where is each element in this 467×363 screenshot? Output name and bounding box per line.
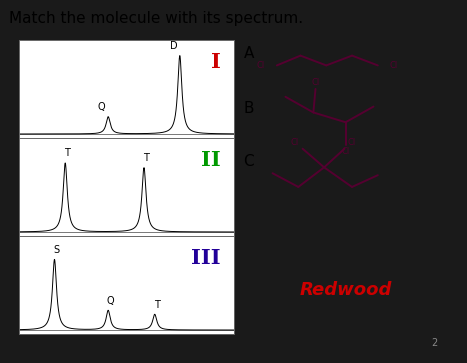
Text: T: T: [143, 153, 149, 163]
Text: B: B: [244, 101, 254, 116]
Text: T: T: [154, 299, 159, 310]
Text: A: A: [244, 46, 254, 61]
Text: Cl: Cl: [311, 78, 319, 86]
Text: Cl: Cl: [389, 61, 398, 70]
Text: C: C: [244, 154, 254, 169]
Text: II: II: [201, 150, 220, 170]
Text: Cl: Cl: [341, 147, 350, 156]
Text: Q: Q: [106, 296, 114, 306]
Text: Cl: Cl: [348, 138, 356, 147]
Text: Q: Q: [98, 102, 106, 112]
Text: T: T: [64, 148, 70, 158]
Text: 2: 2: [431, 338, 438, 348]
Text: III: III: [191, 248, 220, 268]
Text: D: D: [170, 41, 177, 51]
Text: Cl: Cl: [257, 61, 265, 70]
Text: Cl: Cl: [291, 138, 299, 147]
Text: I: I: [211, 52, 220, 72]
Text: Match the molecule with its spectrum.: Match the molecule with its spectrum.: [9, 11, 304, 26]
Text: S: S: [53, 245, 59, 255]
Text: Redwood: Redwood: [299, 281, 392, 299]
